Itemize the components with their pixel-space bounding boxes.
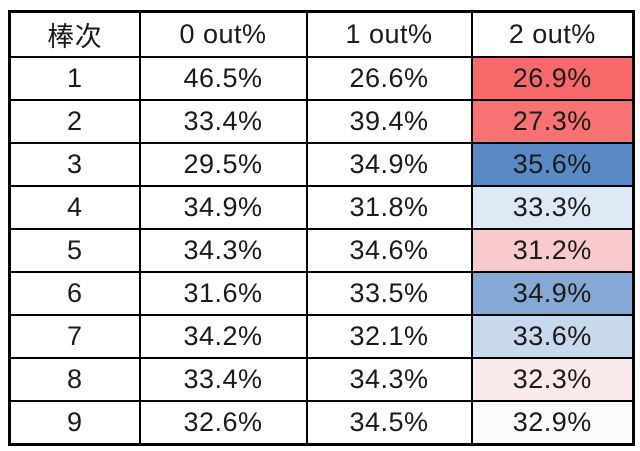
cell-1out: 34.3% — [305, 357, 473, 402]
cell-order: 2 — [8, 99, 141, 144]
column-header-2out: 2 out% — [470, 10, 635, 58]
cell-order: 7 — [8, 314, 141, 359]
cell-2out-heat: 26.9% — [470, 56, 635, 101]
cell-1out: 39.4% — [305, 99, 473, 144]
cell-2out-heat: 32.3% — [470, 357, 635, 402]
cell-2out-heat: 27.3% — [470, 99, 635, 144]
cell-order: 8 — [8, 357, 141, 402]
cell-2out-heat: 32.9% — [470, 400, 635, 446]
batting-order-table-wrap: 棒次 0 out% 1 out% 2 out% 1 46.5% 26.6% 26… — [8, 10, 635, 446]
column-header-0out: 0 out% — [138, 10, 308, 58]
cell-0out: 34.9% — [138, 185, 308, 230]
cell-0out: 29.5% — [138, 142, 308, 187]
cell-1out: 34.5% — [305, 400, 473, 446]
cell-1out: 33.5% — [305, 271, 473, 316]
cell-0out: 34.2% — [138, 314, 308, 359]
cell-order: 3 — [8, 142, 141, 187]
table-row: 4 34.9% 31.8% 33.3% — [8, 185, 635, 230]
header-row: 棒次 0 out% 1 out% 2 out% — [8, 10, 635, 58]
table-row: 8 33.4% 34.3% 32.3% — [8, 357, 635, 402]
cell-order: 4 — [8, 185, 141, 230]
cell-order: 1 — [8, 56, 141, 101]
table-row: 7 34.2% 32.1% 33.6% — [8, 314, 635, 359]
cell-0out: 33.4% — [138, 357, 308, 402]
cell-2out-heat: 35.6% — [470, 142, 635, 187]
column-header-1out: 1 out% — [305, 10, 473, 58]
cell-2out-heat: 31.2% — [470, 228, 635, 273]
cell-1out: 34.9% — [305, 142, 473, 187]
cell-1out: 26.6% — [305, 56, 473, 101]
cell-0out: 33.4% — [138, 99, 308, 144]
table-row: 5 34.3% 34.6% 31.2% — [8, 228, 635, 273]
table-row: 1 46.5% 26.6% 26.9% — [8, 56, 635, 101]
column-header-order: 棒次 — [8, 10, 141, 58]
cell-2out-heat: 33.6% — [470, 314, 635, 359]
cell-2out-heat: 33.3% — [470, 185, 635, 230]
cell-order: 5 — [8, 228, 141, 273]
table-row: 9 32.6% 34.5% 32.9% — [8, 400, 635, 446]
cell-order: 9 — [8, 400, 141, 446]
cell-1out: 34.6% — [305, 228, 473, 273]
cell-0out: 34.3% — [138, 228, 308, 273]
cell-0out: 31.6% — [138, 271, 308, 316]
cell-0out: 46.5% — [138, 56, 308, 101]
cell-1out: 31.8% — [305, 185, 473, 230]
cell-0out: 32.6% — [138, 400, 308, 446]
batting-order-table: 棒次 0 out% 1 out% 2 out% 1 46.5% 26.6% 26… — [8, 10, 635, 446]
table-row: 3 29.5% 34.9% 35.6% — [8, 142, 635, 187]
cell-order: 6 — [8, 271, 141, 316]
table-row: 2 33.4% 39.4% 27.3% — [8, 99, 635, 144]
cell-2out-heat: 34.9% — [470, 271, 635, 316]
table-row: 6 31.6% 33.5% 34.9% — [8, 271, 635, 316]
cell-1out: 32.1% — [305, 314, 473, 359]
